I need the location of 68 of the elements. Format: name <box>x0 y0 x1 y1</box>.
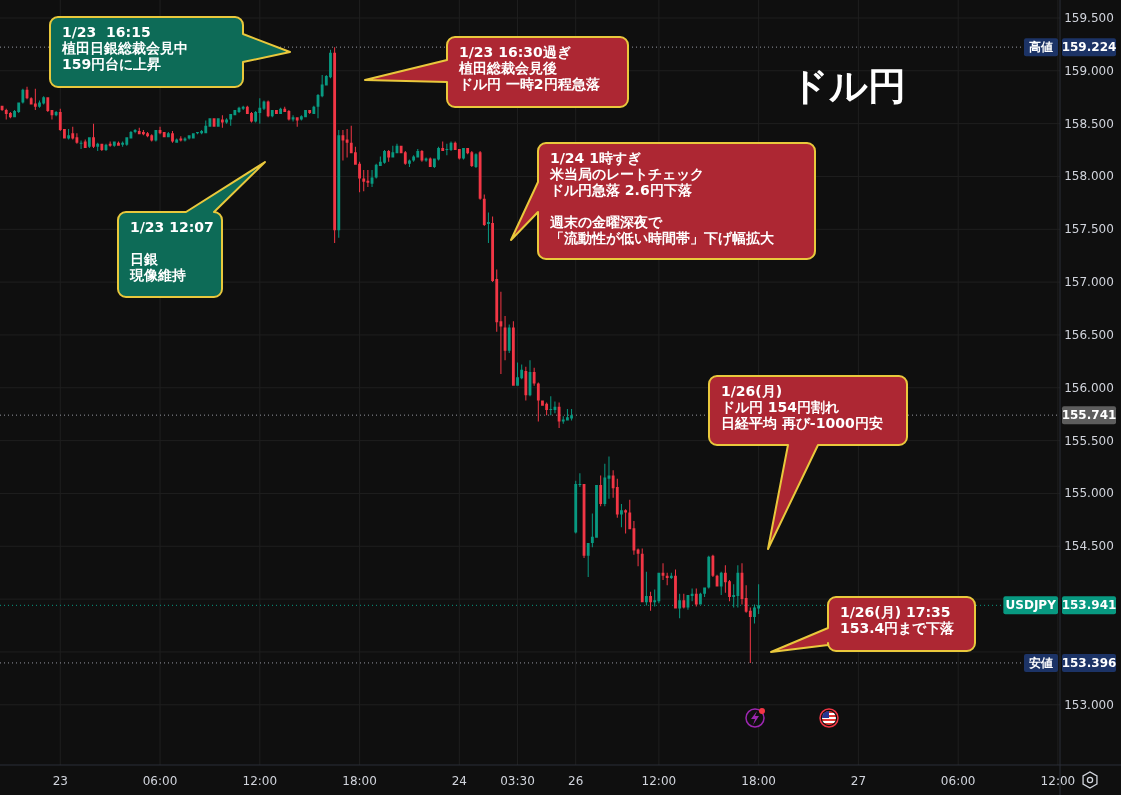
annotation: ドル円急落 2.6円下落 <box>550 182 693 198</box>
text: ドル円 <box>790 64 906 108</box>
x-tick-label: 12:00 <box>1040 774 1076 788</box>
candlestick <box>33 88 37 110</box>
candlestick <box>487 212 490 244</box>
x-tick-label: 23 <box>52 774 68 788</box>
annotation: 植田総裁会見後 <box>458 60 557 76</box>
text: 153.941 <box>1061 598 1117 613</box>
y-tick-label: 156.000 <box>1064 380 1114 395</box>
x-tick-label: 06:00 <box>940 774 976 788</box>
candlestick <box>150 134 154 142</box>
y-tick-label: 159.000 <box>1064 63 1114 78</box>
x-tick-label: 12:00 <box>242 774 278 788</box>
y-tick-label: 156.500 <box>1064 327 1114 342</box>
x-tick-label: 18:00 <box>342 774 377 788</box>
x-tick-label: 06:00 <box>142 774 178 788</box>
candlestick <box>566 408 569 421</box>
y-tick-label: 158.000 <box>1064 169 1114 184</box>
ref-line-label: 高値 <box>1029 40 1053 55</box>
candlestick <box>366 170 370 188</box>
x-tick-label: 26 <box>568 774 584 788</box>
text: 153.396 <box>1061 655 1117 670</box>
annotation: 日銀 <box>130 251 159 267</box>
x-tick-label: 18:00 <box>741 774 776 788</box>
y-tick-label: 153.000 <box>1064 697 1114 712</box>
annotation: 週末の金曜深夜で <box>549 214 663 230</box>
x-tick-label: 03:30 <box>500 774 535 788</box>
x-tick-label: 27 <box>850 774 867 788</box>
y-tick-label: 158.500 <box>1064 116 1114 131</box>
candlestick <box>624 509 628 534</box>
annotation: 米当局のレートチェック <box>549 166 704 182</box>
ref-line-label: USDJPY <box>1005 598 1057 613</box>
text: 159.224 <box>1061 40 1117 55</box>
annotation: 「流動性が低い時間帯」下げ幅拡大 <box>550 230 775 246</box>
annotation: 159円台に上昇 <box>62 56 162 72</box>
y-tick-label: 157.500 <box>1064 222 1114 237</box>
candlestick <box>345 128 349 158</box>
candlestick <box>607 456 611 499</box>
candlestick <box>362 170 366 192</box>
annotation: 1/23 16:15 <box>62 24 151 40</box>
annotation: ドル円 154円割れ <box>721 399 840 415</box>
annotation: 1/24 1時すぎ <box>550 150 641 166</box>
ref-line-label: 安値 <box>1029 655 1053 670</box>
candlestick <box>175 138 179 143</box>
annotation: 153.4円まで下落 <box>840 620 956 636</box>
candlestick <box>220 115 224 128</box>
x-tick-label: 12:00 <box>641 774 677 788</box>
y-tick-label: 155.500 <box>1064 433 1114 448</box>
annotation: ドル円 一時2円程急落 <box>459 76 601 92</box>
annotation: 1/23 16:30過ぎ <box>459 44 571 60</box>
annotation: 1/26(月) 17:35 <box>840 604 951 620</box>
annotation: 植田日銀総裁会見中 <box>61 40 188 56</box>
candlestick <box>258 98 262 124</box>
candlestick <box>38 100 41 108</box>
y-tick-label: 157.000 <box>1064 275 1114 290</box>
text: 155.741 <box>1061 408 1117 423</box>
annotation: 現像維持 <box>129 267 186 283</box>
y-tick-label: 159.500 <box>1064 10 1114 25</box>
annotation: 1/26(月) <box>721 383 783 399</box>
candlestick <box>179 136 183 142</box>
candlestick <box>620 504 623 528</box>
annotation: 日経平均 再び-1000円安 <box>721 415 883 431</box>
y-tick-label: 154.500 <box>1064 539 1114 554</box>
candlestick <box>549 396 553 416</box>
y-tick-label: 155.000 <box>1064 486 1114 501</box>
candlestick <box>225 118 228 124</box>
annotation: 1/23 12:07 <box>130 219 214 235</box>
x-tick-label: 24 <box>451 774 467 788</box>
